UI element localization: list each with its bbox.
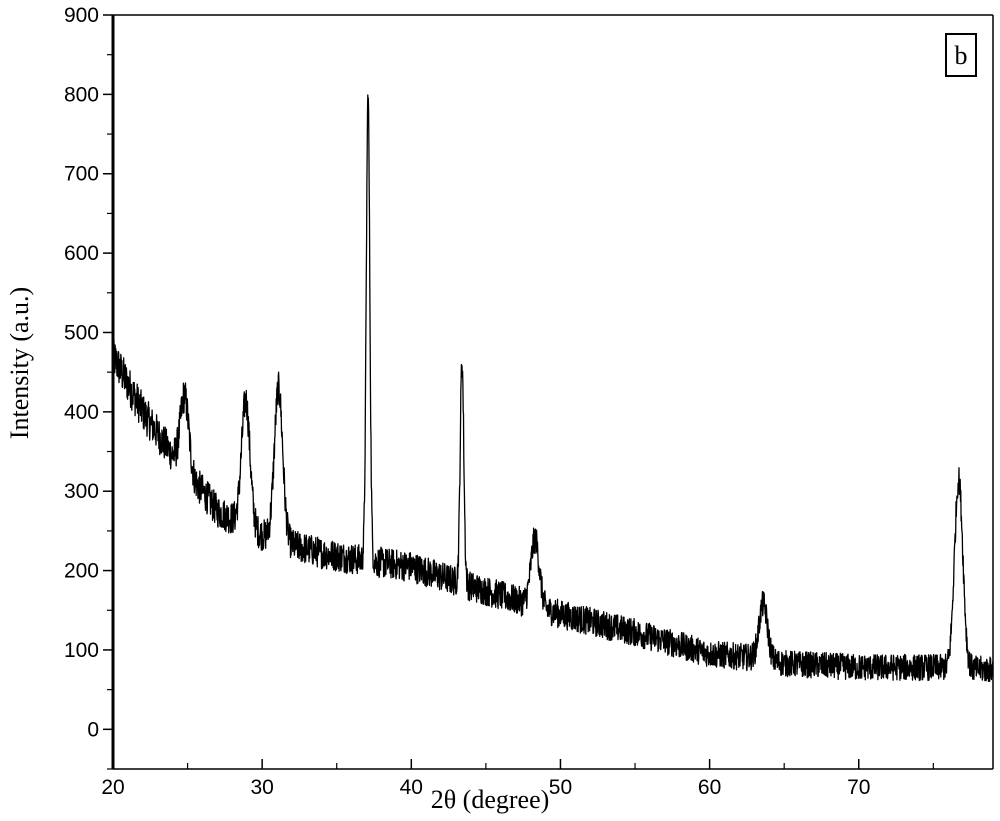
- series-group: [112, 94, 994, 683]
- y-axis-title: Intensity (a.u.): [5, 287, 34, 439]
- x-tick-label: 40: [400, 776, 423, 799]
- plot-frame: [111, 14, 994, 770]
- y-tick-label: 0: [87, 718, 99, 741]
- x-axis-title: 2θ (degree): [431, 785, 550, 814]
- y-tick-label: 100: [64, 639, 99, 662]
- y-tick-label: 400: [64, 401, 99, 424]
- y-tick-label: 700: [64, 163, 99, 186]
- y-ticks: 0 100 200 300 400 500 600 700 800 900: [64, 4, 113, 770]
- panel-label-text: b: [955, 41, 968, 70]
- y-tick-label: 900: [64, 4, 99, 27]
- panel-label: b: [945, 33, 977, 77]
- panel-label-box: [945, 33, 977, 77]
- x-ticks: 20 30 40 50 60 70: [101, 759, 934, 799]
- y-tick-label: 600: [64, 242, 99, 265]
- x-tick-label: 50: [549, 776, 572, 799]
- xrd-pattern-line: [112, 94, 994, 683]
- x-tick-label: 20: [101, 776, 124, 799]
- y-tick-label: 800: [64, 83, 99, 106]
- x-tick-label: 30: [250, 776, 273, 799]
- x-tick-label: 60: [698, 776, 721, 799]
- y-tick-label: 200: [64, 560, 99, 583]
- y-tick-label: 500: [64, 321, 99, 344]
- y-tick-label: 300: [64, 480, 99, 503]
- x-tick-label: 70: [847, 776, 870, 799]
